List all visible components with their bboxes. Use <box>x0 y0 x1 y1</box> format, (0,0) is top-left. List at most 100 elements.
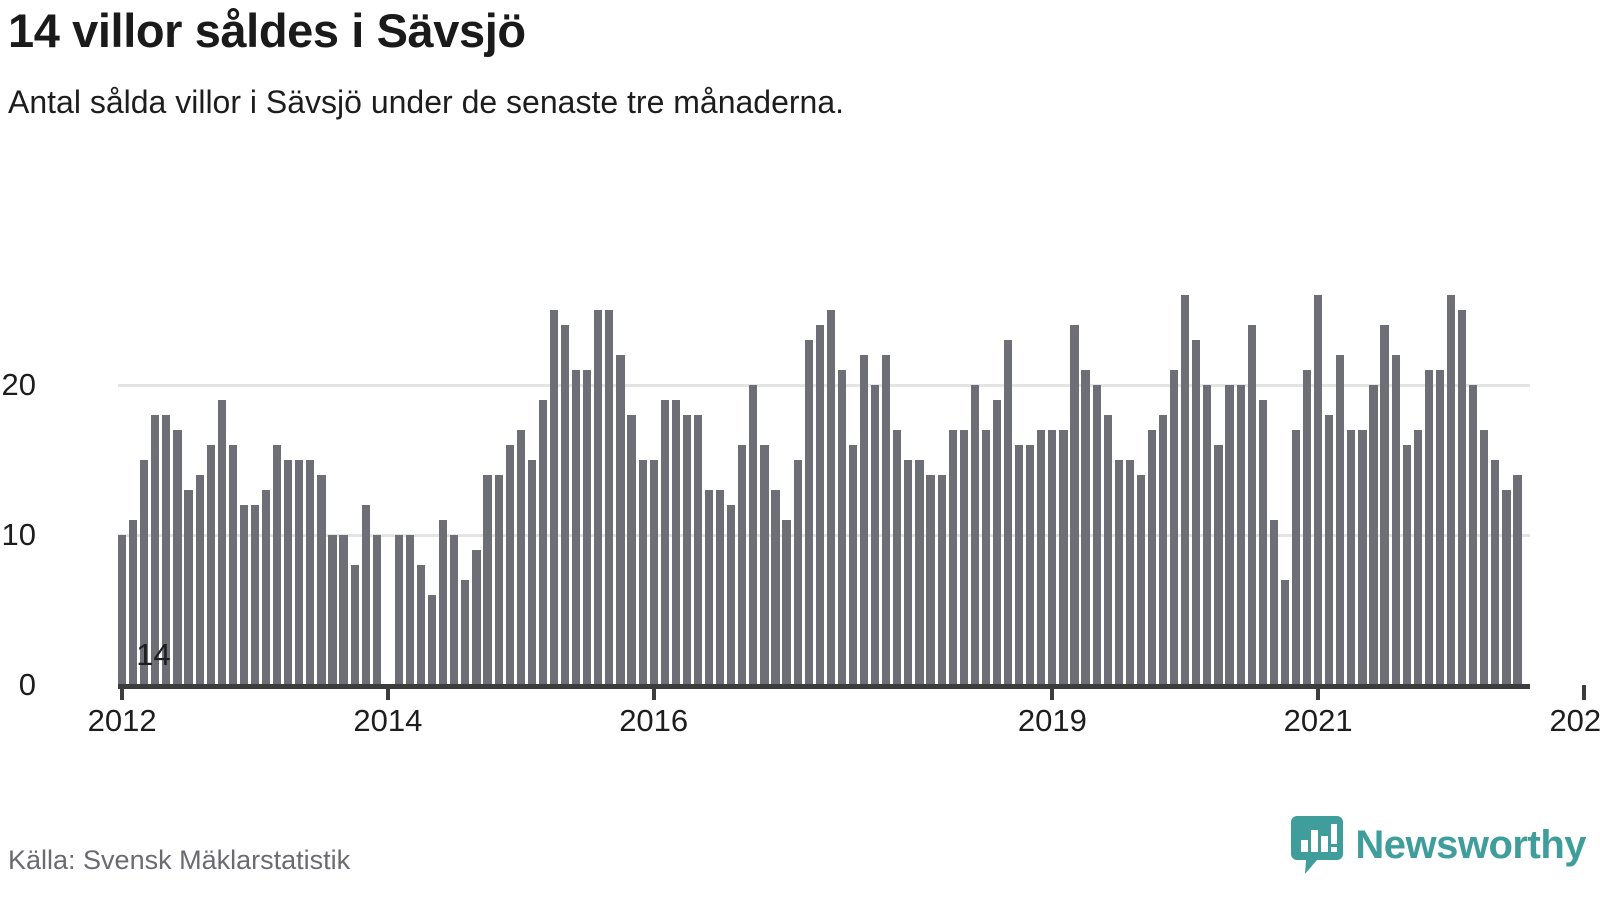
bar <box>162 415 171 685</box>
bar <box>405 535 415 685</box>
x-axis-tick-mark <box>1316 685 1321 700</box>
bar <box>948 430 957 685</box>
bar <box>1247 325 1256 685</box>
bar <box>350 565 359 685</box>
bar <box>295 460 304 685</box>
bar <box>1181 295 1190 685</box>
bar <box>915 460 924 685</box>
bar <box>328 535 337 685</box>
bar <box>682 415 691 685</box>
bar <box>815 325 824 685</box>
bar <box>594 310 603 685</box>
chart-subtitle: Antal sålda villor i Sävsjö under de sen… <box>8 83 845 120</box>
bar <box>140 460 149 685</box>
bar <box>228 445 237 685</box>
chart-header: 14 villor såldes i Sävsjö Antal sålda vi… <box>8 4 1568 121</box>
bar <box>937 475 946 685</box>
bar <box>649 460 658 685</box>
bar <box>1458 310 1467 685</box>
bar <box>1125 460 1134 685</box>
bar <box>804 340 813 685</box>
bar <box>738 445 747 685</box>
bar <box>505 445 514 685</box>
bar <box>1159 415 1168 685</box>
x-axis-tick-mark <box>651 685 656 700</box>
x-axis-tick-mark <box>1050 685 1055 700</box>
bar <box>1103 415 1112 685</box>
gridline <box>118 384 1530 387</box>
bar <box>250 505 260 685</box>
bar <box>1170 370 1179 685</box>
bar <box>261 490 271 685</box>
bar <box>1391 355 1400 685</box>
bar <box>306 460 315 685</box>
bar <box>217 400 226 685</box>
bar <box>361 505 370 685</box>
bar <box>749 385 758 685</box>
bar <box>859 355 869 685</box>
bar <box>1369 385 1378 685</box>
bar <box>826 310 835 685</box>
bar <box>538 400 548 685</box>
bar <box>1048 430 1057 685</box>
bar <box>1347 430 1356 685</box>
bar <box>461 580 470 685</box>
bar <box>992 400 1002 685</box>
bar <box>1147 430 1157 685</box>
bar <box>1059 430 1068 685</box>
bar <box>1070 325 1079 685</box>
bar <box>605 310 614 685</box>
bar <box>638 460 647 685</box>
x-axis: 2012 2014 2016 2019 2021 2023 <box>88 685 1600 745</box>
bar <box>339 535 348 685</box>
bar <box>428 595 437 685</box>
bar <box>173 430 182 685</box>
source-note: Källa: Svensk Mäklarstatistik <box>8 845 351 875</box>
bar <box>871 385 880 685</box>
bar <box>516 430 525 685</box>
bar <box>1480 430 1489 685</box>
bar <box>151 415 160 685</box>
bar <box>1513 475 1522 685</box>
bar <box>483 475 492 685</box>
bar <box>837 370 847 685</box>
bar <box>1314 295 1323 685</box>
x-axis-line <box>118 684 1530 689</box>
bar <box>1336 355 1345 685</box>
bar <box>549 310 559 685</box>
bar <box>1358 430 1367 685</box>
bar <box>771 490 780 685</box>
bar <box>184 490 193 685</box>
bar <box>450 535 459 685</box>
bar <box>1435 370 1445 685</box>
x-axis-tick-mark <box>385 685 390 700</box>
bar <box>1037 430 1046 685</box>
x-axis-tick-label: 2014 <box>353 703 423 738</box>
bar <box>981 430 990 685</box>
bar <box>1302 370 1312 685</box>
newsworthy-logo[interactable]: Newsworthy <box>1291 816 1586 874</box>
bar <box>660 400 669 685</box>
bar <box>1258 400 1267 685</box>
bar <box>1026 445 1035 685</box>
bar <box>1214 445 1223 685</box>
y-axis-tick-label: 0 <box>18 667 36 702</box>
bar <box>1192 340 1201 685</box>
bar <box>893 430 902 685</box>
bar <box>494 475 503 685</box>
bar <box>394 535 404 685</box>
page-title: 14 villor såldes i Sävsjö <box>8 4 526 57</box>
bar <box>1114 460 1123 685</box>
bar <box>616 355 625 685</box>
newsworthy-wordmark: Newsworthy <box>1355 823 1586 867</box>
x-axis-tick-label: 2019 <box>1017 703 1087 738</box>
bar <box>1502 490 1511 685</box>
bar <box>1092 385 1101 685</box>
bar <box>627 415 636 685</box>
bar <box>1446 295 1456 685</box>
y-axis-tick-label: 20 <box>1 367 36 402</box>
bar <box>472 550 481 685</box>
bar <box>1015 445 1024 685</box>
bar <box>1291 430 1301 685</box>
